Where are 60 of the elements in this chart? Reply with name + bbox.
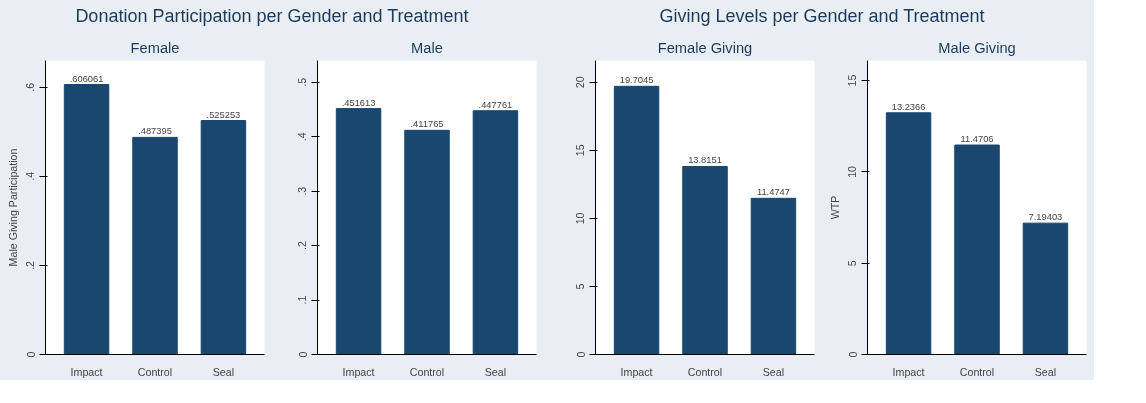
y-tick-label: .4 <box>24 171 37 181</box>
y-tick-label: 5 <box>846 260 859 267</box>
bar <box>63 84 110 355</box>
x-tick-label: Control <box>959 365 995 378</box>
x-tick-label: Control <box>137 365 173 378</box>
text: .487395 <box>138 126 172 137</box>
data-label: 19.7045 <box>619 75 654 86</box>
chart-subtitle: Female Giving <box>657 39 753 56</box>
y-tick-label: 15 <box>574 144 587 157</box>
y-tick-label: 0 <box>296 351 309 358</box>
x-tick-label: Impact <box>342 365 375 378</box>
x-tick-label: Impact <box>892 365 925 378</box>
x-tick-label: Impact <box>70 365 103 378</box>
bar <box>132 136 178 355</box>
text: .411765 <box>410 119 444 130</box>
y-tick-label: 15 <box>846 74 859 87</box>
chart-title: Donation Participation per Gender and Treatment <box>75 5 469 28</box>
data-label: 11.4706 <box>960 134 994 145</box>
y-tick-label: 0 <box>24 351 37 358</box>
y-tick-label: 20 <box>574 76 587 89</box>
y-tick-label: 0 <box>846 351 859 358</box>
y-tick-label: .2 <box>24 260 37 270</box>
chart-subtitle: Male <box>411 39 443 56</box>
x-tick-label: Control <box>409 365 445 378</box>
bar <box>1022 222 1069 355</box>
y-tick-label: .3 <box>296 186 309 196</box>
data-label: 13.2366 <box>891 101 926 112</box>
text: .451613 <box>341 97 376 108</box>
bar <box>885 112 932 355</box>
bar <box>954 144 1000 355</box>
y-tick-label: 10 <box>846 165 859 178</box>
bar <box>750 197 797 355</box>
x-tick-label: Seal <box>484 365 507 378</box>
text: .447761 <box>478 99 513 110</box>
text: .525253 <box>206 109 241 120</box>
chart-title: Giving Levels per Gender and Treatment <box>659 5 985 28</box>
chart-subtitle: Male Giving <box>938 39 1016 56</box>
y-tick-label: .5 <box>296 77 309 87</box>
x-tick-label: Seal <box>762 365 785 378</box>
x-tick-label: Control <box>687 365 723 378</box>
y-tick-label: .4 <box>296 132 309 142</box>
chart-subtitle: Female <box>130 39 180 56</box>
data-label: 11.4747 <box>756 187 790 198</box>
y-tick-label: 5 <box>574 283 587 290</box>
y-axis-title: WTP <box>828 195 841 220</box>
bar <box>682 165 728 355</box>
y-tick-label: 10 <box>574 212 587 225</box>
data-label: 7.19403 <box>1028 212 1063 223</box>
text: .606061 <box>69 73 104 84</box>
x-tick-label: Seal <box>1034 365 1057 378</box>
y-tick-label: .1 <box>296 295 309 305</box>
bar <box>613 85 660 355</box>
y-tick-label: .2 <box>296 241 309 251</box>
data-label: 13.8151 <box>688 155 722 166</box>
x-tick-label: Impact <box>620 365 653 378</box>
y-tick-label: 0 <box>574 351 587 358</box>
bar <box>200 120 247 355</box>
y-axis-title: Male Giving Participation <box>6 148 19 267</box>
x-tick-label: Seal <box>212 365 235 378</box>
y-tick-label: .6 <box>24 82 37 92</box>
